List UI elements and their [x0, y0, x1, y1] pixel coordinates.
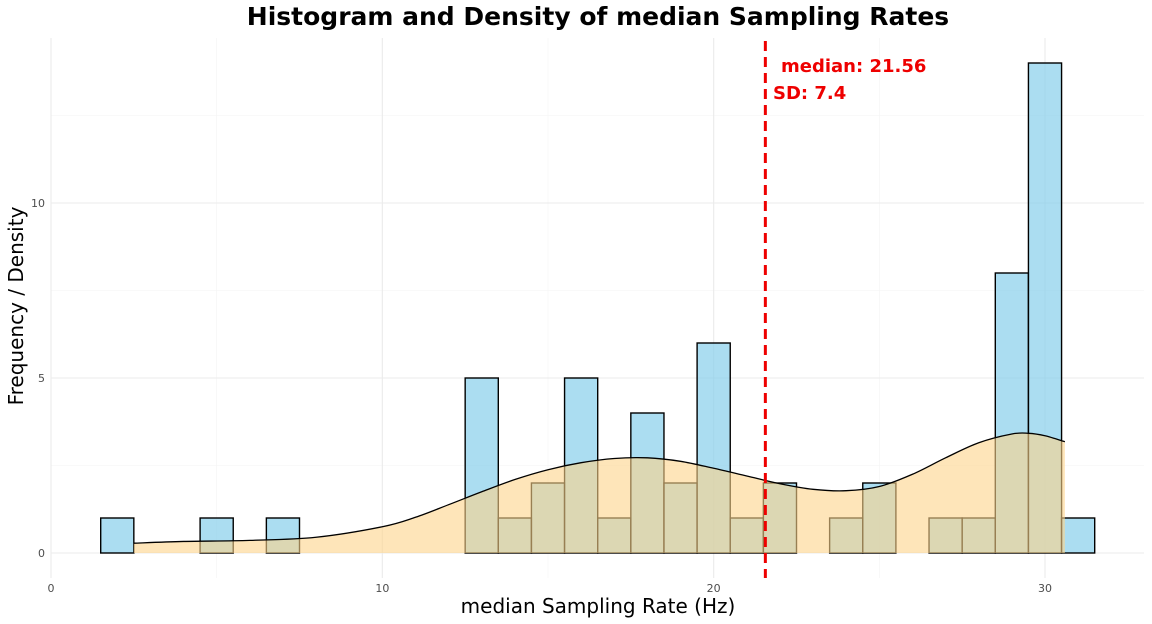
median-annotation: median: 21.56	[781, 56, 926, 77]
chart-title: Histogram and Density of median Sampling…	[247, 2, 949, 31]
x-axis-title: median Sampling Rate (Hz)	[461, 594, 736, 618]
x-tick-label: 10	[375, 582, 389, 595]
y-tick-label: 0	[38, 547, 45, 560]
x-tick-label: 0	[48, 582, 55, 595]
histogram-bar	[101, 518, 134, 553]
y-tick-label: 5	[38, 372, 45, 385]
y-tick-label: 10	[31, 197, 45, 210]
sd-annotation: SD: 7.4	[773, 83, 846, 104]
y-axis-title: Frequency / Density	[4, 206, 28, 405]
x-tick-label: 30	[1038, 582, 1052, 595]
histogram-bar	[1062, 518, 1095, 553]
